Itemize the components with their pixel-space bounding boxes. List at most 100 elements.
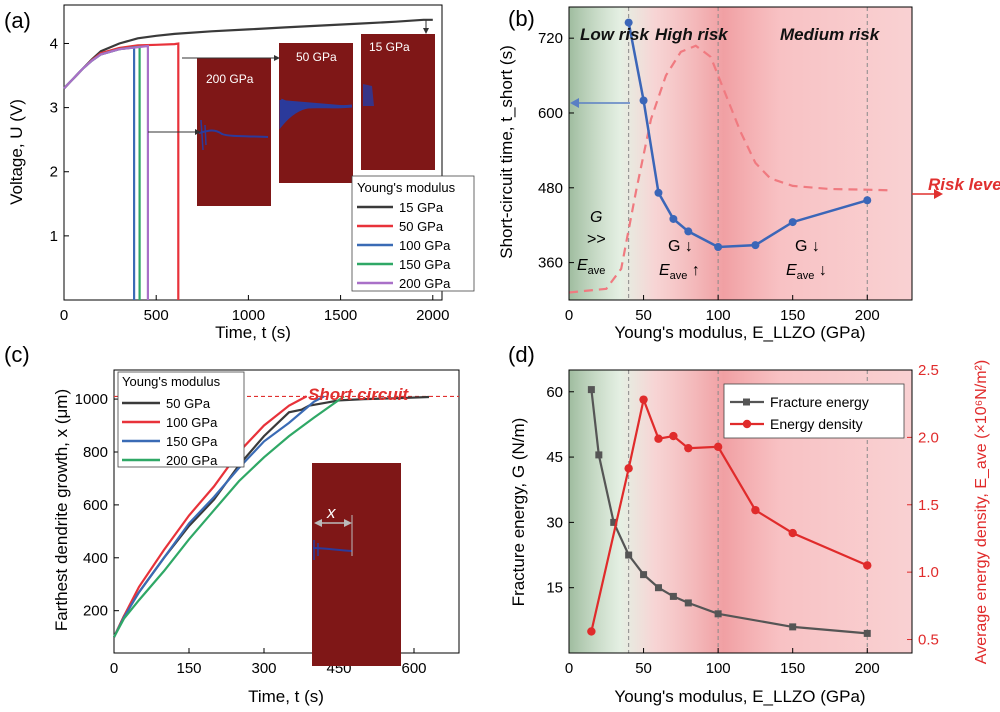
y2-tick-label: 1.5: [918, 497, 939, 514]
data-point-fracture: [610, 518, 618, 526]
data-point-energy: [669, 431, 678, 441]
x-tick-label: 0: [565, 307, 573, 324]
data-point-fracture: [625, 551, 633, 559]
x-tick-label: 100: [706, 660, 731, 677]
data-point-energy: [788, 528, 797, 538]
annot-mid-e: Eave ↑: [659, 262, 700, 282]
series-line-200-gpa: [63, 44, 149, 300]
panel-c-xlabel: Time, t (s): [248, 687, 324, 706]
series-line-150-gpa: [113, 395, 325, 638]
legend-label-150-gpa: 150 GPa: [166, 434, 218, 449]
x-tick-label: 150: [780, 660, 805, 677]
panel-c-plot-frame: [113, 369, 460, 654]
panel-a-xlabel: Time, t (s): [215, 323, 291, 342]
x-tick-label: 1500: [324, 307, 357, 324]
y-tick-label: 720: [538, 30, 563, 47]
panel-b-ylabel: Short-circuit time, t_short (s): [497, 45, 516, 259]
x-tick-label: 300: [251, 660, 276, 677]
panel-b-background: [569, 7, 912, 300]
y2-tick-label: 0.5: [918, 632, 939, 649]
y2-tick-label: 2.0: [918, 429, 939, 446]
series-line-energy-density: [590, 395, 868, 632]
series-line-200-gpa: [113, 395, 345, 638]
inset-x-label: x: [326, 503, 336, 522]
x-tick-label: 50: [635, 307, 652, 324]
y-tick-label: 2: [50, 164, 58, 181]
data-point: [654, 188, 663, 197]
y-tick-label: 360: [538, 255, 563, 272]
legend-label-energy-density: Energy density: [770, 416, 863, 432]
legend-label-fracture-energy: Fracture energy: [770, 394, 869, 410]
x-tick-label: 0: [110, 660, 118, 677]
data-point: [714, 243, 723, 252]
inset-200-gpa: 200 GPa: [197, 58, 271, 206]
data-point-fracture: [714, 610, 722, 618]
panel-b: (b) 0 50 100 150 200 360 480 600 720 Low risk Hi…: [497, 6, 1000, 342]
x-tick-label: 200: [855, 660, 880, 677]
panel-b-plot-frame: [568, 6, 913, 301]
x-tick-label: 50: [635, 660, 652, 677]
panel-d-legend: Fracture energy Energy density: [723, 383, 905, 439]
y-tick-label: 600: [538, 105, 563, 122]
x-tick-label: 1000: [232, 307, 265, 324]
legend-label-15-gpa: 15 GPa: [399, 200, 444, 215]
data-point-energy: [587, 627, 596, 636]
series-line-100-gpa: [113, 395, 308, 638]
panel-c-ylabel: Farthest dendrite growth, x (μm): [52, 389, 71, 631]
short-circuit-label: Short circuit: [308, 385, 409, 404]
panel-b-label: (b): [508, 6, 535, 31]
panel-d-plot-frame: [568, 369, 913, 654]
y-tick-label: 3: [50, 100, 58, 117]
y-tick-label: 15: [546, 580, 563, 597]
annot-g: G: [590, 209, 602, 226]
x-tick-label: 600: [401, 660, 426, 677]
inset-50-gpa: 50 GPa: [279, 43, 353, 183]
region-medium-risk: Medium risk: [780, 25, 881, 44]
x-tick-label: 150: [176, 660, 201, 677]
y-tick-label: 800: [83, 444, 108, 461]
series-line-risk-level: [568, 44, 890, 294]
data-point-fracture: [595, 451, 603, 459]
x-tick-label: 150: [780, 307, 805, 324]
legend-label-100-gpa: 100 GPa: [399, 238, 451, 253]
y-tick-label: 480: [538, 180, 563, 197]
panel-d-y2label: Average energy density, E_ave (×10⁶N/m²): [973, 360, 990, 664]
panel-d-label: (d): [508, 342, 535, 367]
data-point-fracture: [789, 623, 797, 631]
legend-marker-fracture-energy: [743, 398, 750, 406]
annot-eave: Eave: [577, 257, 605, 277]
x-tick-label: 0: [565, 660, 573, 677]
y2-tick-label: 1.0: [918, 564, 939, 581]
y-tick-label: 60: [546, 384, 563, 401]
data-point: [751, 241, 760, 250]
panel-b-xlabel: Young's modulus, E_LLZO (GPa): [614, 323, 865, 342]
x-tick-label: 100: [706, 307, 731, 324]
x-tick-label: 0: [60, 307, 68, 324]
legend-label-100-gpa: 100 GPa: [166, 415, 218, 430]
annot-mid-g: G ↓: [668, 238, 693, 255]
data-point-energy: [863, 561, 872, 570]
data-point-fracture: [863, 629, 871, 637]
y-tick-label: 45: [546, 449, 563, 466]
panel-c-legend: Young's modulus 50 GPa 100 GPa 150 GPa 200 …: [117, 371, 245, 468]
annot-gg: >>: [587, 231, 606, 248]
data-point: [684, 227, 693, 236]
y-tick-label: 1000: [75, 391, 108, 408]
panel-c-legend-title: Young's modulus: [122, 374, 221, 389]
panel-a-legend-title: Young's modulus: [357, 180, 456, 195]
data-point-fracture: [640, 571, 648, 579]
y-tick-label: 30: [546, 514, 563, 531]
data-point-energy: [713, 442, 723, 452]
y-tick-label: 200: [83, 603, 108, 620]
y-tick-label: 1: [50, 228, 58, 245]
annot-right-g: G ↓: [795, 238, 820, 255]
panel-a-label: (a): [4, 8, 31, 33]
inset-15-gpa: 15 GPa: [361, 34, 435, 170]
data-point-fracture: [587, 386, 595, 394]
panel-d: (d) 0 50 100 150 200153045600.51.01.52.02.5 …: [508, 342, 990, 706]
series-line-100-gpa: [63, 46, 136, 300]
data-point-energy: [751, 505, 760, 515]
data-point-fracture: [684, 599, 692, 607]
